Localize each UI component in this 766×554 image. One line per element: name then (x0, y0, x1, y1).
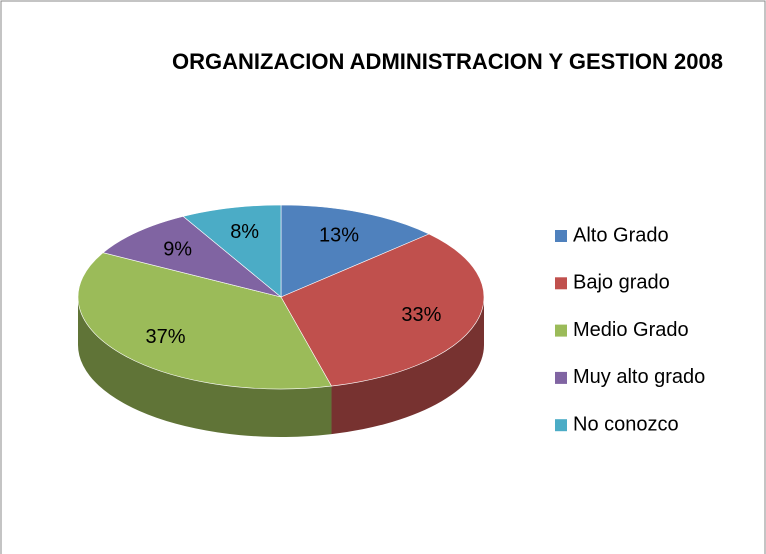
pie-slice (77, 252, 332, 390)
legend-swatch (555, 419, 567, 432)
legend-label: Medio Grado (573, 319, 689, 341)
pie-slice (280, 204, 430, 298)
pie-slice (280, 233, 485, 387)
legend-label: Bajo grado (573, 272, 670, 294)
pie-slice (182, 204, 282, 298)
legend-label: Muy alto grado (573, 366, 705, 388)
data-label: 8% (230, 221, 259, 243)
pie-side (78, 297, 332, 437)
legend-swatch (555, 230, 567, 242)
legend-swatch (555, 371, 567, 384)
data-label: 13% (319, 224, 359, 246)
pie-slice (102, 216, 282, 298)
data-label: 37% (145, 326, 185, 348)
data-label: 33% (401, 304, 441, 326)
legend-swatch (555, 324, 567, 337)
legend-swatch (555, 277, 567, 290)
legend-label: Alto Grado (573, 224, 669, 246)
chart-title: ORGANIZACION ADMINISTRACION Y GESTION 20… (172, 49, 723, 74)
data-label: 9% (163, 238, 192, 260)
pie-side (331, 297, 484, 435)
legend-label: No conozco (573, 413, 679, 435)
